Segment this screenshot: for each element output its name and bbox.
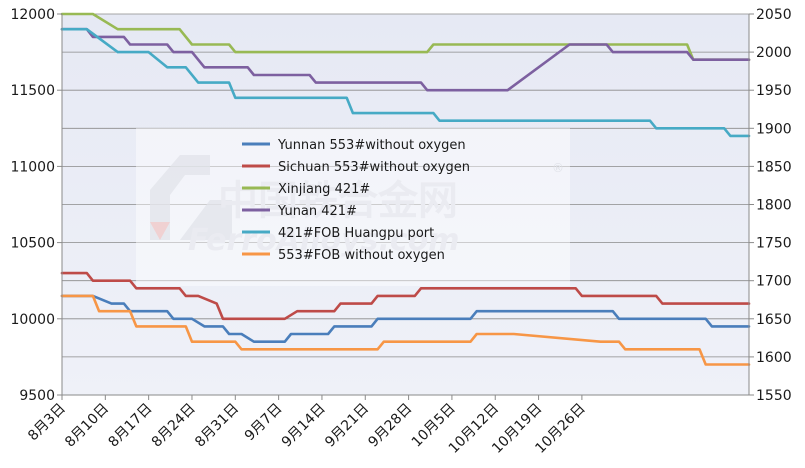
x-tick-label: 8月24日	[149, 401, 199, 451]
legend-label: Yunnan 553#without oxygen	[277, 138, 466, 153]
series-line-2	[60, 271, 751, 321]
y-right-tick-label: 1900	[756, 121, 792, 137]
y-right-tick-label: 1950	[756, 83, 792, 99]
series-line-3	[60, 12, 751, 62]
series-line-6	[60, 294, 751, 366]
svg-text:®: ®	[552, 161, 564, 175]
series-lines	[60, 12, 751, 366]
watermark-logo: 中国铁合金网 FerroAlloys.com ®	[150, 155, 564, 258]
series-line-1	[60, 294, 751, 344]
y-right-tick-label: 1700	[756, 274, 792, 290]
y-right-tick-label: 1600	[756, 350, 792, 366]
y-right-tick-label: 2050	[756, 7, 792, 23]
x-tick-label: 9月21日	[322, 401, 372, 451]
legend-box	[136, 128, 570, 286]
y-left-tick-label: 12000	[10, 7, 55, 23]
x-tick-label: 9月7日	[242, 401, 286, 445]
legend-label: Yunan 421#	[277, 204, 357, 219]
y-right-tick-label: 1550	[756, 388, 792, 404]
y-right-tick-label: 1800	[756, 198, 792, 214]
x-tick-label: 8月3日	[25, 401, 69, 445]
legend: Yunnan 553#without oxygen Sichuan 553#wit…	[136, 128, 570, 286]
x-tick-label: 9月14日	[279, 401, 329, 451]
svg-text:FerroAlloys.com: FerroAlloys.com	[188, 223, 460, 258]
legend-label: Xinjiang 421#	[278, 182, 370, 197]
y-left-tick-label: 11500	[10, 83, 55, 99]
y-left-tick-label: 9500	[19, 388, 55, 404]
series-line-4	[60, 27, 751, 92]
y-right-tick-label: 1650	[756, 312, 792, 328]
y-right-tick-label: 2000	[756, 45, 792, 61]
x-tick-label: 8月17日	[105, 401, 155, 451]
x-tick-label: 8月31日	[192, 401, 242, 451]
legend-label: 421#FOB Huangpu port	[278, 226, 434, 241]
series-line-5	[60, 27, 751, 138]
y-left-tick-label: 11000	[10, 159, 55, 175]
y-left-tick-label: 10000	[10, 312, 55, 328]
x-tick-label: 9月28日	[365, 401, 415, 451]
legend-label: 553#FOB without oxygen	[278, 248, 445, 263]
x-tick-label: 8月10日	[62, 401, 112, 451]
y-right-tick-label: 1750	[756, 236, 792, 252]
y-left-tick-label: 10500	[10, 236, 55, 252]
legend-label: Sichuan 553#without oxygen	[278, 160, 470, 175]
y-right-tick-label: 1850	[756, 159, 792, 175]
svg-text:中国铁合金网: 中国铁合金网	[218, 178, 458, 224]
